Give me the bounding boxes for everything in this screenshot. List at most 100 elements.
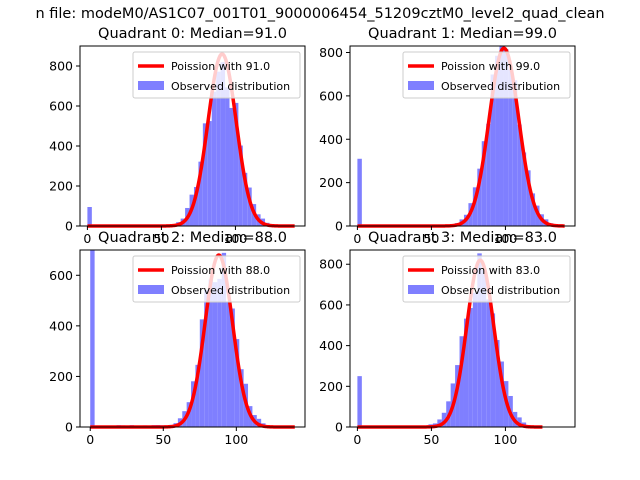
quadrant-0-panel: 0 50 100 0 200 400 600 800 Quadrant 0: Median=91… [49,26,306,246]
hist-bar [437,419,442,427]
hist-bar [463,318,469,427]
y-tick-label: 0 [335,420,343,435]
hist-bar [459,336,464,427]
y-tick-label: 600 [49,99,73,114]
hist-bar [242,172,248,226]
y-tick-label: 400 [319,132,343,147]
hist-bar [233,102,239,226]
quadrant-1-panel: 0 50 100 0 200 400 600 800 Quadrant 1: Median=99… [319,26,576,246]
y-tick-label: 600 [49,268,73,283]
legend-hist-swatch [408,81,434,90]
hist-bar [87,207,92,226]
quadrant-3-panel: 0 50 100 0 200 400 600 800 Quadrant 3: Median=83… [319,230,576,447]
hist-bar [441,412,447,427]
hist-bar [499,46,504,226]
y-tick-label: 800 [319,45,343,60]
hist-bar [212,282,218,427]
hist-bar [472,292,478,427]
hist-bar [225,87,230,226]
legend-poisson-label: Poission with 88.0 [171,264,270,277]
axes-frame [349,249,576,428]
x-tick-label: 50 [423,432,439,447]
hist-bar [90,250,95,427]
x-tick-label: 0 [353,432,361,447]
x-tick-label: 100 [493,432,517,447]
legend-hist-label: Observed distribution [171,80,290,93]
x-tick-label: 50 [423,231,439,246]
y-tick-label: 800 [49,59,73,74]
hist-bar [247,187,252,226]
hist-bar [211,91,217,227]
y-tick-label: 400 [49,318,73,333]
legend-poisson-label: Poission with 99.0 [441,60,540,73]
hist-bar [521,152,527,226]
quadrant-3-title: Quadrant 3: Median=83.0 [368,230,557,246]
axes-frame [79,45,306,227]
x-tick-label: 100 [224,432,248,447]
quadrant-2-panel: 0 50 100 0 200 400 600 Quadrant 2: Median=88.0 P… [49,230,306,447]
hist-bar [508,69,513,227]
quadrant-1-title: Quadrant 1: Median=99.0 [368,26,557,42]
hist-bar [357,376,362,427]
hist-bar [207,121,212,226]
y-tick-label: 200 [319,379,343,394]
hist-bar [486,123,491,226]
hist-bar [229,107,234,226]
hist-bar [221,252,227,427]
y-tick-label: 200 [49,369,73,384]
hist-bar [503,49,509,226]
y-tick-label: 600 [319,88,343,103]
hist-bar [238,145,243,226]
legend-box [402,255,571,303]
x-tick-label: 0 [86,432,94,447]
hist-bar [495,340,500,427]
y-tick-label: 0 [65,219,73,234]
hist-bar [517,417,522,427]
figure-title: n file: modeM0/AS1C07_001T01_9000006454_… [35,6,604,22]
hist-bar [216,71,221,226]
hist-bar [499,361,504,427]
legend-poisson-label: Poission with 91.0 [171,60,270,73]
legend-poisson-label: Poission with 83.0 [441,264,540,277]
hist-bar [490,313,496,427]
y-tick-label: 800 [319,257,343,272]
legend-hist-label: Observed distribution [441,284,560,297]
hist-bar [199,319,205,427]
y-tick-label: 200 [319,175,343,190]
x-tick-label: 50 [153,231,169,246]
x-tick-label: 100 [493,231,517,246]
hist-bar [204,290,209,427]
hist-bar [481,269,487,427]
y-tick-label: 600 [319,297,343,312]
x-tick-label: 0 [353,231,361,246]
quadrant-2-title: Quadrant 2: Median=88.0 [98,230,287,246]
x-tick-label: 100 [223,231,247,246]
axes-frame [79,249,306,428]
hist-bar [208,279,213,427]
axes-frame [349,45,576,227]
x-tick-label: 50 [155,432,171,447]
legend-hist-label: Observed distribution [171,284,290,297]
legend-hist-swatch [138,81,164,90]
hist-bar [226,302,231,427]
hist-bar [239,369,244,427]
hist-bar [490,74,496,226]
legend-box [402,51,571,99]
hist-bar [468,307,473,427]
hist-bar [481,141,487,226]
legend-hist-swatch [138,285,164,294]
hist-bar [530,193,536,226]
hist-bar [230,308,235,427]
hist-bar [495,55,500,227]
hist-bar [191,381,196,427]
y-tick-label: 200 [49,179,73,194]
legend-box [132,51,301,99]
hist-bar [517,124,522,226]
y-tick-label: 0 [65,420,73,435]
quadrant-0-title: Quadrant 0: Median=91.0 [98,26,287,42]
hist-bar [357,158,362,226]
hist-bar [198,161,203,226]
hist-bar [526,170,531,226]
hist-bar [512,80,518,227]
